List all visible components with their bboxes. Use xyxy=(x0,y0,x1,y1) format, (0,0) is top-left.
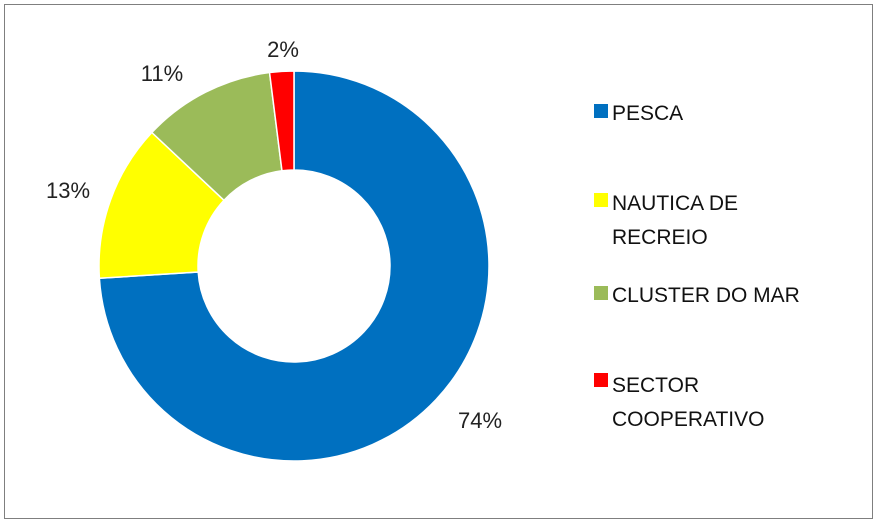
legend: PESCA NAUTICA DE RECREIO CLUSTER DO MAR SE… xyxy=(594,102,800,431)
donut-slices xyxy=(98,70,490,462)
data-label-cluster-do-mar: 11% xyxy=(141,61,183,86)
slice-pesca xyxy=(98,70,490,462)
legend-swatch xyxy=(594,104,608,118)
legend-item-pesca: PESCA xyxy=(594,102,683,125)
legend-label: RECREIO xyxy=(612,226,708,249)
data-label-pesca: 74% xyxy=(458,408,502,433)
legend-swatch xyxy=(594,373,608,387)
legend-swatch xyxy=(594,193,608,207)
data-labels: 74% 13% 11% 2% xyxy=(46,37,502,433)
legend-label: COOPERATIVO xyxy=(612,408,764,431)
legend-item-sector-cooperativo: SECTOR COOPERATIVO xyxy=(594,373,764,431)
slice-sector-cooperativo xyxy=(268,70,295,172)
data-label-nautica-de-recreio: 13% xyxy=(46,178,90,203)
legend-label: CLUSTER DO MAR xyxy=(612,284,800,307)
legend-label: NAUTICA DE xyxy=(612,192,738,215)
legend-label: PESCA xyxy=(612,102,683,125)
legend-item-nautica-de-recreio: NAUTICA DE RECREIO xyxy=(594,192,738,249)
data-label-sector-cooperativo: 2% xyxy=(267,37,299,62)
legend-label: SECTOR xyxy=(612,374,699,397)
legend-swatch xyxy=(594,286,608,300)
legend-item-cluster-do-mar: CLUSTER DO MAR xyxy=(594,284,800,307)
